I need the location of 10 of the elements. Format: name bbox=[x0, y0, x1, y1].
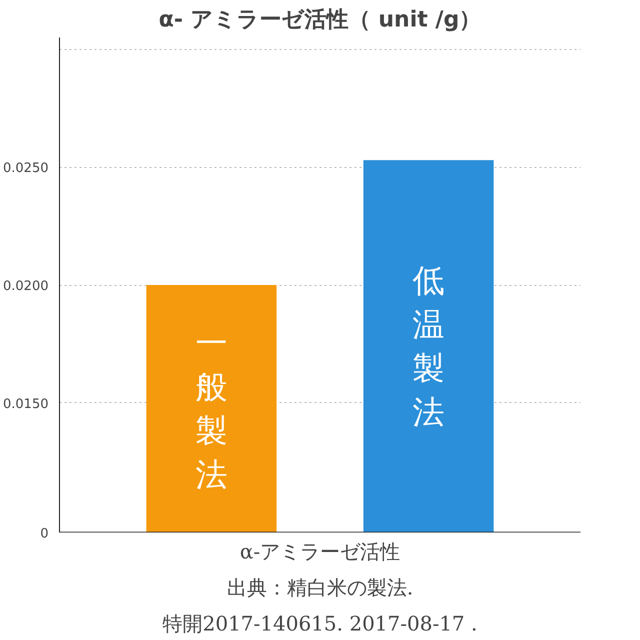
x-tick-label: 一般製法 bbox=[195, 324, 228, 494]
source-note: 出典：精白米の製法. bbox=[226, 576, 414, 600]
y-tick-label: 0.0150 bbox=[3, 396, 49, 412]
x-tick-label: 低温製法 bbox=[412, 262, 445, 431]
text: α-アミラーゼ活性 bbox=[240, 540, 400, 564]
y-tick-label: 0 bbox=[40, 526, 49, 542]
chart-title: α- アミラーゼ活性（ unit /g） bbox=[158, 8, 482, 32]
text: 特開2017-140615. 2017-08-17 . bbox=[162, 612, 478, 636]
y-tick-label: 0.0250 bbox=[3, 161, 49, 176]
y-tick-label: 0.0200 bbox=[3, 279, 49, 294]
